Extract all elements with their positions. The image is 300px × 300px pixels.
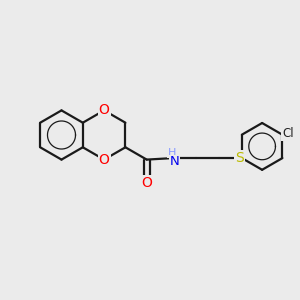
Text: S: S	[235, 151, 244, 165]
Text: O: O	[99, 153, 110, 166]
Text: O: O	[141, 176, 152, 190]
Text: H: H	[168, 148, 177, 158]
Text: Cl: Cl	[282, 127, 294, 140]
Text: N: N	[170, 155, 180, 168]
Text: O: O	[99, 103, 110, 117]
